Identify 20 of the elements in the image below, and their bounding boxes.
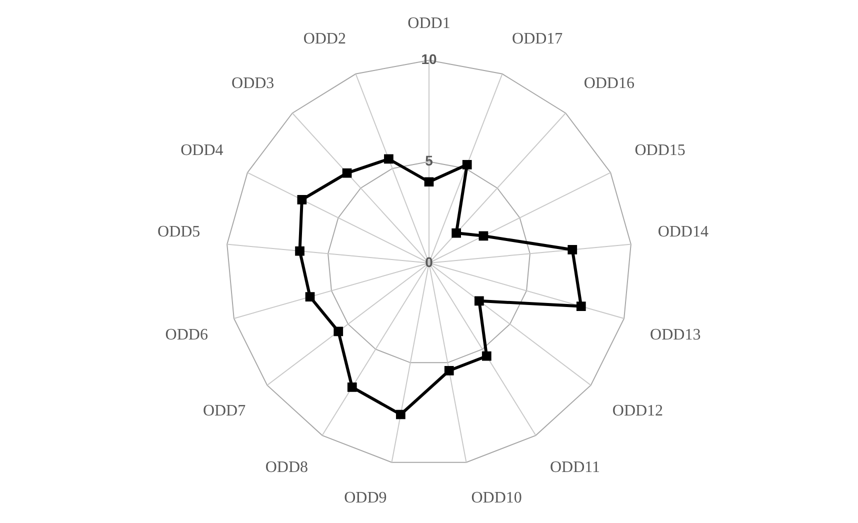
y-tick-label: 0 — [425, 254, 434, 270]
spoke-label: ODD2 — [303, 30, 346, 48]
spoke-label: ODD15 — [634, 142, 686, 160]
spoke-label: ODD14 — [658, 223, 708, 240]
spoke-label: ODD13 — [650, 326, 701, 344]
spoke-label: ODD11 — [550, 459, 600, 476]
spoke-label: ODD3 — [232, 74, 274, 92]
spoke-label: ODD17 — [512, 30, 563, 48]
spoke-label: ODD12 — [612, 402, 664, 420]
spoke-label: ODD6 — [165, 326, 208, 344]
y-tick-label: 5 — [425, 152, 434, 168]
spoke-label: ODD8 — [265, 459, 308, 476]
spoke-label: ODD10 — [471, 490, 522, 507]
y-tick-label: 10 — [421, 51, 437, 68]
spoke-label: ODD7 — [202, 402, 246, 420]
spoke-label: ODD16 — [584, 74, 634, 92]
spoke-label: ODD9 — [344, 490, 387, 507]
spoke-label: ODD4 — [180, 142, 224, 160]
spoke-label: ODD1 — [408, 14, 450, 32]
spoke-label: ODD5 — [158, 223, 200, 240]
